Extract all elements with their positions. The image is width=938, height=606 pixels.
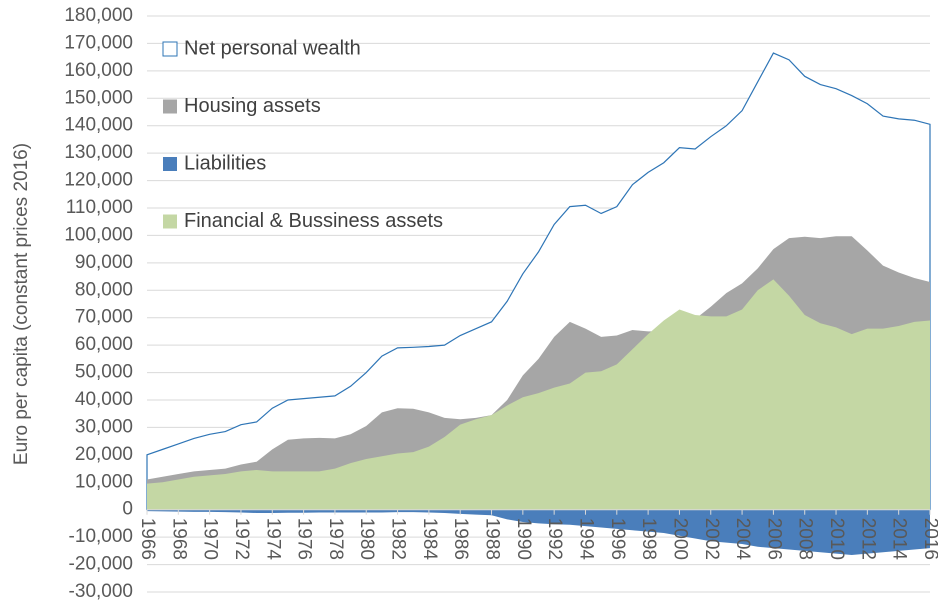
y-tick-label: 80,000 [75,279,133,300]
x-tick-label: 1986 [450,518,471,560]
legend-label: Net personal wealth [184,37,361,59]
y-tick-label: 10,000 [75,471,133,492]
x-tick-label: 1992 [544,518,565,560]
x-tick-label: 2010 [826,518,847,560]
x-tick-label: 1996 [607,518,628,560]
y-tick-label: 160,000 [64,60,133,81]
y-tick-label: 170,000 [64,32,133,53]
y-tick-label: 120,000 [64,170,133,191]
y-tick-label: 50,000 [75,362,133,383]
y-tick-label: 20,000 [75,444,133,465]
y-tick-label: 150,000 [64,87,133,108]
y-axis-label: Euro per capita (constant prices 2016) [11,143,32,465]
legend-label: Financial & Bussiness assets [184,210,443,232]
x-tick-label: 1990 [513,518,534,560]
x-tick-label: 1978 [325,518,346,560]
legend-swatch [163,214,177,229]
y-tick-label: 60,000 [75,334,133,355]
x-tick-label: 1998 [638,518,659,560]
x-tick-label: 1974 [262,518,283,561]
area [147,509,930,555]
x-tick-label: 1984 [419,518,440,561]
y-tick-label: -20,000 [69,554,133,575]
y-tick-label: 100,000 [64,224,133,245]
x-tick-label: 2006 [763,518,784,560]
x-tick-label: 1966 [137,518,158,560]
y-tick-label: 70,000 [75,307,133,328]
legend-label: Housing assets [184,95,321,117]
y-tick-label: 30,000 [75,416,133,437]
x-tick-label: 2000 [669,518,690,560]
x-tick-label: 2014 [889,518,910,561]
y-tick-label: -10,000 [69,526,133,547]
x-tick-label: 2008 [795,518,816,560]
x-tick-label: 1976 [294,518,315,560]
y-tick-label: 110,000 [66,197,133,218]
legend-label: Liabilities [184,152,266,174]
area [147,279,930,510]
x-tick-label: 2002 [701,518,722,560]
legend-swatch [162,41,178,57]
y-tick-label: 180,000 [64,5,133,26]
y-tick-label: 130,000 [64,142,133,163]
x-tick-label: 2012 [857,518,878,560]
y-tick-label: 140,000 [64,115,133,136]
x-tick-label: 1980 [356,518,377,560]
x-tick-label: 1982 [388,518,409,560]
x-tick-label: 2016 [920,518,938,560]
legend-swatch [163,99,177,114]
legend-swatch [163,157,177,171]
y-tick-label: -30,000 [69,581,133,602]
y-tick-label: 40,000 [75,389,133,410]
x-tick-label: 1968 [168,518,189,560]
y-tick-label: 0 [122,499,133,520]
x-tick-label: 1988 [482,518,503,560]
x-tick-label: 1972 [231,518,252,560]
y-tick-label: 90,000 [75,252,133,273]
x-tick-label: 1994 [575,518,596,561]
x-tick-label: 2004 [732,518,753,561]
x-tick-label: 1970 [200,518,221,560]
